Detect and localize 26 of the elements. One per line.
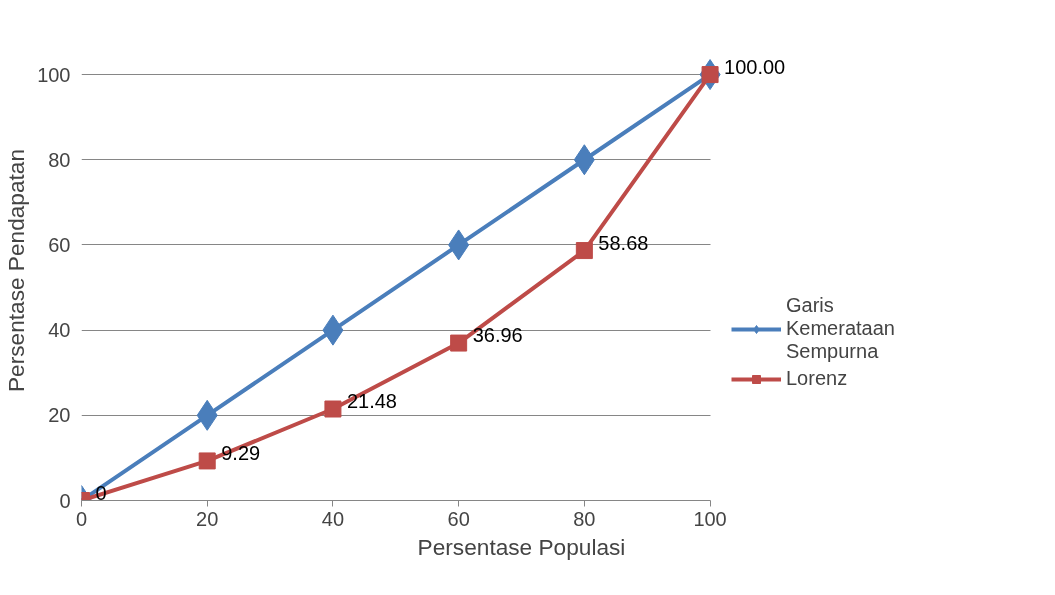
y-tick-label: 80 [48, 148, 71, 171]
point [198, 452, 216, 470]
data-label: 36.96 [472, 324, 523, 347]
legend-label: Lorenz [786, 367, 849, 390]
point [575, 242, 593, 260]
data-label: 58.68 [598, 231, 649, 254]
y-tick-label: 60 [48, 233, 71, 256]
data-label: 100.00 [724, 55, 786, 78]
y-tick-label: 0 [59, 489, 71, 512]
y-axis-title: Persentase Pendapatan [3, 148, 30, 393]
x-tick-label: 100 [693, 507, 727, 530]
point [324, 400, 342, 418]
y-tick-label: 20 [48, 404, 71, 427]
data-label: 21.48 [346, 390, 397, 413]
point [450, 334, 468, 352]
x-axis-title: Persentase Populasi [417, 533, 626, 560]
x-tick-label: 0 [75, 507, 88, 530]
x-tick-label: 20 [196, 507, 219, 530]
x-tick-label: 40 [321, 507, 345, 530]
y-tick-label: 100 [37, 63, 71, 86]
legend-label: Garis Kemerataan Sempurna [786, 294, 896, 363]
x-tick-label: 60 [447, 507, 470, 530]
data-label: 0 [95, 481, 107, 504]
y-tick-label: 40 [48, 319, 71, 342]
x-tick-label: 80 [573, 507, 596, 530]
data-label: 9.29 [221, 441, 261, 464]
